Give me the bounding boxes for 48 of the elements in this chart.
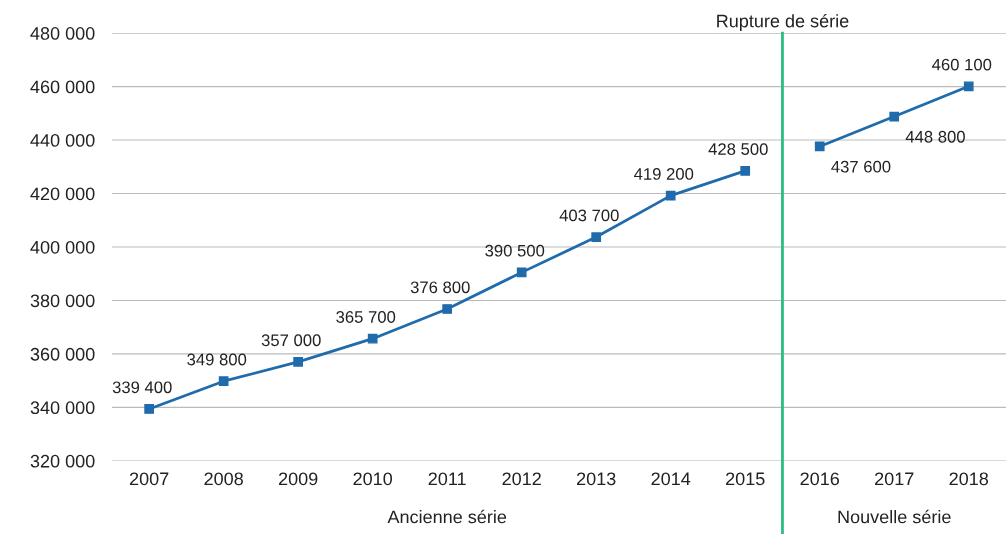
y-tick-label: 480 000 <box>30 27 95 40</box>
y-tick-label: 320 000 <box>30 454 95 468</box>
data-label: 376 800 <box>410 281 470 294</box>
point <box>665 190 676 201</box>
x-tick-label: 2016 <box>800 472 840 486</box>
point <box>442 304 453 314</box>
text: Nouvelle série <box>838 509 951 524</box>
text: Ancienne série <box>387 509 507 524</box>
x-tick-label: 2009 <box>278 472 318 486</box>
y-tick-label: 340 000 <box>30 401 95 415</box>
data-label: 365 700 <box>336 311 396 323</box>
ref-line-label: Rupture de série <box>717 13 849 31</box>
y-tick-label: 380 000 <box>30 294 95 308</box>
point <box>591 232 602 242</box>
x-tick-label: 2015 <box>726 472 765 486</box>
data-label: 349 800 <box>187 353 247 366</box>
x-tick-label: 2011 <box>428 472 466 486</box>
point <box>740 165 751 176</box>
x-tick-label: 2014 <box>651 472 691 486</box>
point <box>293 357 304 367</box>
data-label: 419 200 <box>634 168 694 180</box>
x-tick-label: 2008 <box>204 472 243 486</box>
data-label: 357 000 <box>261 334 321 347</box>
data-label: 339 400 <box>112 381 172 394</box>
y-tick-label: 460 000 <box>30 80 95 94</box>
y-tick-label: 440 000 <box>30 133 95 147</box>
point <box>218 376 229 387</box>
data-label: 437 600 <box>831 160 891 173</box>
point <box>516 267 527 278</box>
x-tick-label: 2018 <box>949 472 989 486</box>
y-tick-label: 420 000 <box>30 187 95 201</box>
x-tick-label: 2017 <box>875 472 914 486</box>
y-tick-label: 360 000 <box>30 347 95 361</box>
point <box>889 111 900 122</box>
data-label: 390 500 <box>485 244 545 257</box>
data-label: 448 800 <box>905 130 965 143</box>
data-label: 428 500 <box>708 143 768 155</box>
point <box>144 404 155 414</box>
y-tick-label: 400 000 <box>30 240 95 254</box>
point <box>367 333 378 344</box>
x-tick-label: 2010 <box>353 472 393 486</box>
data-label: 403 700 <box>559 209 619 222</box>
point <box>814 141 825 152</box>
x-tick-label: 2007 <box>129 472 169 486</box>
point <box>963 81 974 92</box>
x-tick-label: 2012 <box>502 472 541 486</box>
x-tick-label: 2013 <box>577 472 616 486</box>
data-label: 460 100 <box>932 58 992 71</box>
